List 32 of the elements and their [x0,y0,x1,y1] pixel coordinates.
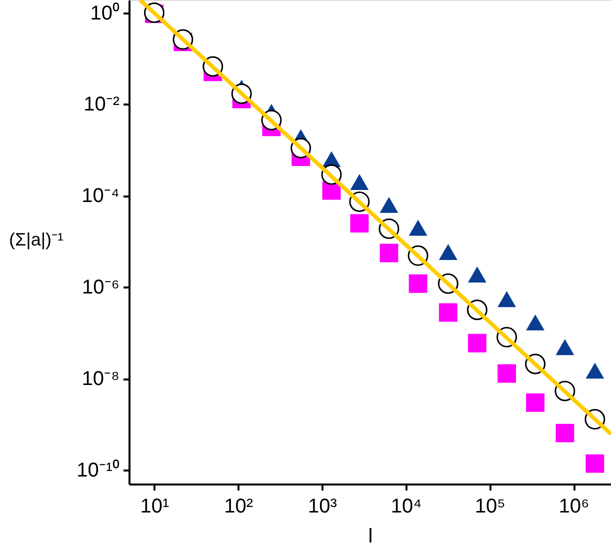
point [526,314,544,330]
point [498,364,516,383]
point [438,244,458,260]
point [438,303,458,322]
point [586,362,604,379]
x-tick-label: 10⁴ [390,496,422,518]
point [408,220,428,236]
point [526,393,544,412]
y-tick-label: 10⁻⁸ [82,368,120,390]
point [350,214,369,233]
y-tick-label: 10⁻⁴ [82,185,120,208]
point [380,244,398,262]
point [498,291,516,308]
x-tick-label: 10⁶ [558,496,590,518]
x-tick-label: 10¹ [140,496,170,518]
point [468,334,486,352]
x-tick-label: 10³ [308,496,338,518]
point [586,454,604,473]
point [408,274,428,293]
point [468,266,486,282]
x-tick-label: 10⁵ [474,496,506,518]
point [556,424,574,442]
y-tick-label: 10⁰ [90,1,120,24]
point [556,339,574,356]
y-axis-title: (Σ|a|)⁻¹ [9,230,64,250]
y-tick-label: 10⁻¹⁰ [76,458,120,482]
point [380,196,398,213]
x-axis-title: l [368,526,373,548]
x-tick-label: 10² [224,496,254,518]
point [350,174,369,190]
y-tick-label: 10⁻⁶ [82,276,120,299]
y-tick-label: 10⁻² [84,94,120,116]
